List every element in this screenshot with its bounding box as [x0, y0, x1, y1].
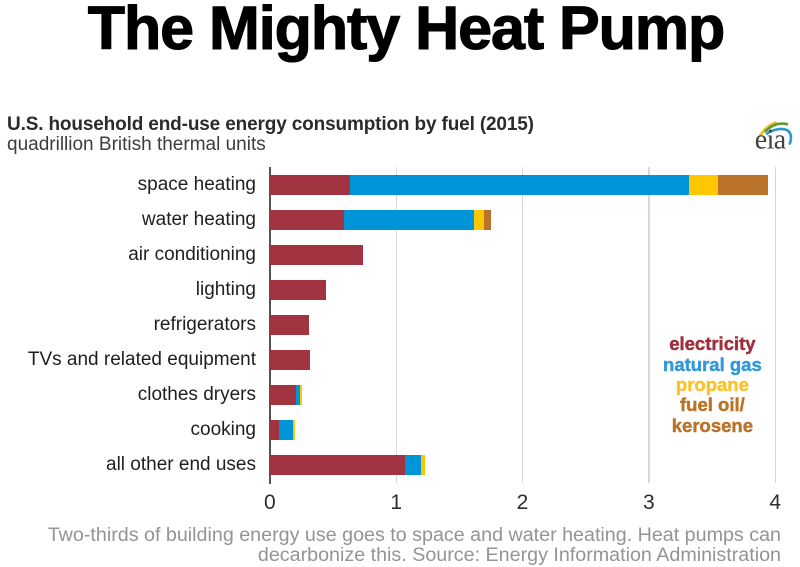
svg-text:eia: eia [755, 125, 787, 156]
